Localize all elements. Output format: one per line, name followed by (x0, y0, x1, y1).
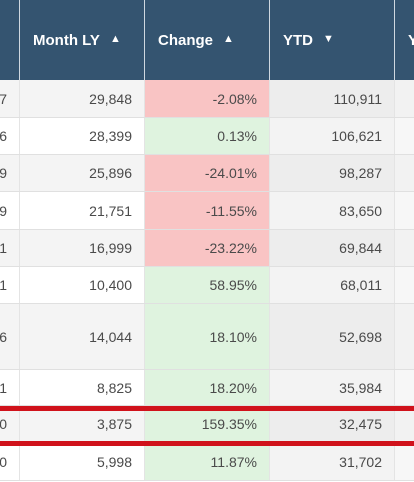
cell-partial-right (394, 443, 414, 480)
cell-month-ly: 3,875 (19, 406, 144, 442)
cell-partial-right (394, 304, 414, 369)
column-header-month-ly[interactable]: Month LY ▲ (19, 0, 144, 80)
sort-descending-icon[interactable]: ▼ (323, 32, 334, 45)
column-header-change[interactable]: Change ▲ (144, 0, 269, 80)
column-header-label: YTD (283, 31, 313, 49)
cell-partial-left: 6 (0, 118, 19, 154)
column-header-label: Month LY (33, 31, 100, 49)
table-header: Month LY ▲ Change ▲ YTD ▼ Y (0, 0, 414, 80)
cell-ytd: 98,287 (269, 155, 394, 191)
cell-partial-right (394, 267, 414, 303)
cell-month-ly: 16,999 (19, 230, 144, 266)
cell-partial-left: 0 (0, 443, 19, 480)
table-row[interactable]: 6 28,399 0.13% 106,621 (0, 118, 414, 155)
table-row[interactable]: 9 25,896 -24.01% 98,287 (0, 155, 414, 192)
sort-ascending-icon[interactable]: ▲ (223, 32, 234, 45)
cell-partial-left: 9 (0, 192, 19, 229)
cell-month-ly: 14,044 (19, 304, 144, 369)
cell-partial-left: 6 (0, 304, 19, 369)
cell-ytd: 31,702 (269, 443, 394, 480)
cell-partial-left: 7 (0, 80, 19, 117)
table-row[interactable]: 1 8,825 18.20% 35,984 (0, 370, 414, 406)
cell-month-ly: 28,399 (19, 118, 144, 154)
cell-change: 0.13% (144, 118, 269, 154)
column-header-ytd[interactable]: YTD ▼ (269, 0, 394, 80)
cell-partial-left: 1 (0, 370, 19, 405)
cell-partial-right (394, 155, 414, 191)
cell-partial-left: 1 (0, 230, 19, 266)
cell-partial-left: 1 (0, 267, 19, 303)
cell-partial-left: 9 (0, 155, 19, 191)
column-header-partial-right[interactable]: Y (394, 0, 414, 80)
cell-partial-right (394, 80, 414, 117)
highlight-line-top (0, 406, 414, 411)
cell-ytd: 110,911 (269, 80, 394, 117)
cell-change: 18.10% (144, 304, 269, 369)
cell-change: -24.01% (144, 155, 269, 191)
cell-month-ly: 5,998 (19, 443, 144, 480)
cell-month-ly: 21,751 (19, 192, 144, 229)
cell-change: 58.95% (144, 267, 269, 303)
cell-month-ly: 8,825 (19, 370, 144, 405)
cell-month-ly: 25,896 (19, 155, 144, 191)
column-header-label: Y (395, 32, 414, 49)
cell-ytd: 52,698 (269, 304, 394, 369)
cell-month-ly: 29,848 (19, 80, 144, 117)
cell-partial-left: 0 (0, 406, 19, 442)
cell-ytd: 69,844 (269, 230, 394, 266)
cell-ytd: 83,650 (269, 192, 394, 229)
table-row[interactable]: 0 5,998 11.87% 31,702 (0, 443, 414, 481)
table-row[interactable]: 0 3,875 159.35% 32,475 (0, 406, 414, 443)
cell-partial-right (394, 406, 414, 442)
cell-partial-right (394, 230, 414, 266)
cell-partial-right (394, 118, 414, 154)
cell-ytd: 35,984 (269, 370, 394, 405)
table-row[interactable]: 7 29,848 -2.08% 110,911 (0, 80, 414, 118)
table-row[interactable]: 9 21,751 -11.55% 83,650 (0, 192, 414, 230)
table-row[interactable]: 6 14,044 18.10% 52,698 (0, 304, 414, 370)
cell-ytd: 106,621 (269, 118, 394, 154)
column-header-label: Change (158, 31, 214, 49)
cell-ytd: 32,475 (269, 406, 394, 442)
sort-ascending-icon[interactable]: ▲ (109, 32, 121, 45)
highlight-line-bottom (0, 441, 414, 446)
cell-month-ly: 10,400 (19, 267, 144, 303)
cell-change: -11.55% (144, 192, 269, 229)
table-row[interactable]: 1 10,400 58.95% 68,011 (0, 267, 414, 304)
cell-change: -2.08% (144, 80, 269, 117)
cell-partial-right (394, 370, 414, 405)
column-header-partial-left[interactable] (0, 0, 19, 80)
cell-partial-right (394, 192, 414, 229)
table-row[interactable]: 1 16,999 -23.22% 69,844 (0, 230, 414, 267)
cell-change: 11.87% (144, 443, 269, 480)
cell-change: 18.20% (144, 370, 269, 405)
cell-change: 159.35% (144, 406, 269, 442)
cell-change: -23.22% (144, 230, 269, 266)
cell-ytd: 68,011 (269, 267, 394, 303)
